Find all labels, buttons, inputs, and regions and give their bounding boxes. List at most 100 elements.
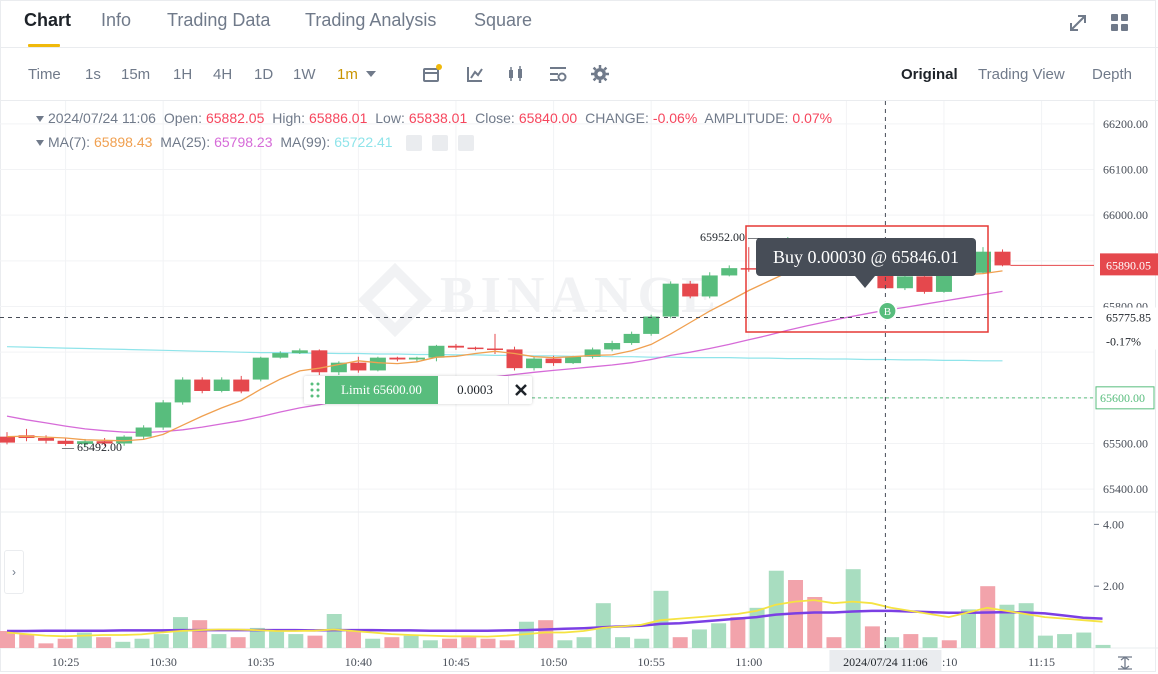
interval-1h[interactable]: 1H [173,66,193,83]
interval-1m[interactable]: 1m [337,66,358,83]
interval-4h[interactable]: 4H [213,66,233,83]
candle-body [935,271,952,292]
candle-body [116,436,133,444]
high-price-mark: 65952.00 — [700,230,761,244]
settings-gear-icon[interactable] [590,64,610,84]
volume-bar [192,620,208,648]
hover-time-label: 2024/07/24 11:06 [843,655,928,669]
tab-info[interactable]: Info [101,10,132,30]
indicator-icon[interactable] [548,64,568,84]
cancel-order-icon[interactable] [511,380,531,400]
candle-body [57,440,74,444]
interval-15m[interactable]: 15m [121,66,151,83]
volume-bar [19,634,35,648]
tab-trading-analysis[interactable]: Trading Analysis [305,10,437,30]
ma25-value: 65798.23 [214,134,273,150]
volume-bar [230,637,246,648]
volume-bar [903,634,919,648]
candle-body [38,438,55,441]
collapse-legend-icon[interactable] [36,116,44,123]
interval-dropdown-icon[interactable] [365,69,377,79]
candle-body [916,276,933,292]
volume-bar [307,635,323,648]
view-trading-view[interactable]: Trading View [978,66,1065,83]
volume-bar [922,637,938,648]
volume-bar [96,637,112,648]
tab-chart[interactable]: Chart [24,10,72,30]
candle-body [975,251,991,273]
chart-toolbar: Time 1s 15m 1H 4H 1D 1W 1m Original Trad… [0,49,1158,101]
change-value: -0.06% [652,110,698,126]
candle-type-icon[interactable] [506,64,526,84]
tab-trading-data[interactable]: Trading Data [167,10,271,30]
volume-bar [557,640,573,648]
interval-1w[interactable]: 1W [293,66,316,83]
calendar-icon[interactable] [422,64,442,84]
candle-body [584,349,601,357]
volume-bar [711,623,727,648]
volume-bar [845,569,861,648]
active-tab-underline [28,44,60,47]
tooltip-arrow [855,276,875,288]
volume-bar [826,637,842,648]
candle-body [233,379,250,392]
hide-ma-eye-icon[interactable] [406,135,423,152]
price-tick-label: 66200.00 [1103,117,1148,131]
time-tick-label: 10:55 [637,655,664,669]
candle-body [194,379,211,391]
volume-bar [864,626,880,648]
time-tick-label: 11:00 [735,655,762,669]
ma-settings-icon[interactable] [432,135,449,152]
candle-body [389,357,406,360]
remove-ma-icon[interactable] [458,135,475,152]
candle-body [643,316,660,334]
candle-body [545,358,562,364]
price-tick-label: 65500.00 [1103,437,1148,451]
high-value: 65886.01 [308,110,368,126]
view-original[interactable]: Original [901,66,958,83]
candle-body [291,350,308,354]
volume-bar [384,637,400,648]
volume-bar [1037,635,1053,648]
candle-body [0,436,15,443]
draw-line-icon[interactable] [465,64,485,84]
expand-panel-button[interactable]: › [4,550,24,594]
volume-bar [365,638,381,648]
hover-time-tag [829,650,942,672]
expand-icon[interactable] [1067,12,1089,34]
limit-price-label[interactable]: Limit 65600.00 [325,376,438,404]
close-value: 65840.00 [518,110,578,126]
grid-layout-icon[interactable] [1109,12,1131,34]
volume-bar [672,637,688,648]
volume-bar [576,637,592,648]
drag-handle-icon[interactable] [309,381,321,399]
volume-tick-label: 2.00 [1103,579,1124,593]
view-depth[interactable]: Depth [1092,66,1133,83]
volume-bar [172,617,188,648]
crosshair-price-label: 65775.85 [1106,311,1151,325]
tab-square[interactable]: Square [474,10,533,30]
amplitude-label: AMPLITUDE: [704,110,789,126]
volume-bar [884,637,900,648]
interval-time[interactable]: Time [28,66,61,83]
time-tick-label: 10:30 [149,655,176,669]
price-tick-label: 65400.00 [1103,482,1148,496]
volume-bar [1076,632,1092,648]
collapse-ma-icon[interactable] [36,140,44,147]
interval-1s[interactable]: 1s [85,66,101,83]
volume-bar [1057,634,1073,648]
volume-bar [1095,644,1111,648]
buy-marker-label: B [884,306,891,318]
volume-ma-fast-line [6,599,1103,638]
volume-bar [499,640,515,648]
close-label: Close: [475,110,515,126]
axis-scale-icon[interactable] [1118,656,1132,670]
limit-order-tag[interactable]: Limit 65600.00 0.0003 [304,376,532,404]
buy-fill-tooltip: Buy 0.00030 @ 65846.01 [756,238,976,276]
candle-body [155,402,172,428]
volume-bar [807,597,823,648]
time-tick-label: 10:25 [52,655,79,669]
interval-1d[interactable]: 1D [254,66,274,83]
crosshair-pct-label: -0.17% [1106,335,1141,349]
